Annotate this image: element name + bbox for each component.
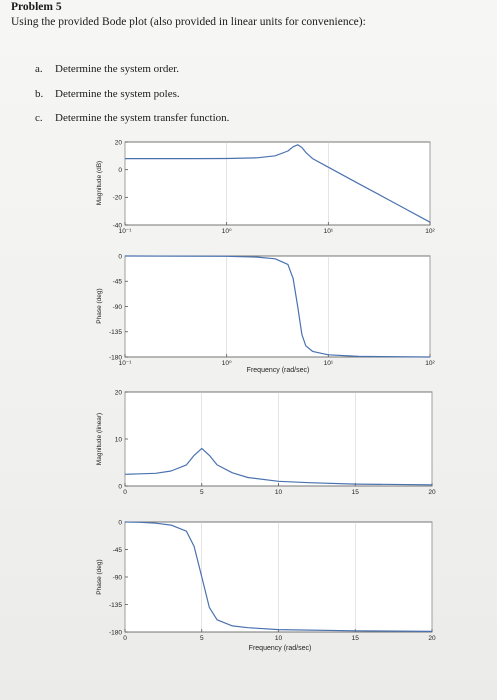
y-tick-label: 0 — [118, 253, 122, 260]
question-a-label: a. — [35, 63, 43, 75]
y-tick-label: -135 — [109, 602, 122, 609]
chart-3: 0 5 10 15 20 20 10 0 Magnitude (linear) — [96, 389, 436, 496]
y-tick-label: 0 — [118, 519, 122, 526]
y-tick-label: -135 — [109, 329, 122, 336]
x-tick-label: 10² — [425, 228, 435, 235]
y-axis-label: Magnitude (dB) — [96, 161, 103, 205]
y-tick-label: 20 — [115, 389, 123, 396]
question-c-text: Determine the system transfer function. — [55, 112, 230, 124]
y-tick-label: -40 — [113, 222, 123, 229]
y-tick-label: -20 — [113, 195, 123, 202]
x-tick-label: 0 — [123, 489, 127, 496]
problem-title: Problem 5 — [11, 1, 62, 13]
chart-1: 10⁻¹ 10⁰ 10¹ 10² 20 0 -20 -40 Magnitude (dB) — [96, 139, 436, 235]
series-line — [125, 144, 431, 223]
y-tick-label: -90 — [113, 574, 123, 581]
x-tick-label: 10¹ — [324, 360, 334, 367]
x-tick-label: 5 — [200, 489, 204, 496]
y-axis-label: Magnitude (linear) — [96, 413, 103, 465]
y-tick-label: -180 — [109, 629, 122, 636]
y-tick-label: 0 — [118, 167, 122, 174]
x-tick-label: 20 — [428, 489, 436, 496]
plot-area — [124, 255, 431, 358]
problem-intro: Using the provided Bode plot (also provi… — [11, 16, 366, 28]
x-tick-label: 10 — [275, 489, 283, 496]
chart-2: 10⁻¹ 10⁰ 10¹ 10² 0 -45 -90 -135 -180 Phase (deg) F… — [96, 253, 436, 374]
x-axis-label: Frequency (rad/sec) — [249, 645, 312, 652]
question-b-label: b. — [35, 88, 44, 100]
y-tick-label: -90 — [113, 304, 123, 311]
y-tick-label: 0 — [118, 483, 122, 490]
question-c: c. Determine the system transfer function… — [35, 112, 229, 124]
x-tick-label: 15 — [352, 635, 360, 642]
x-tick-label: 10 — [275, 635, 283, 642]
x-tick-label: 10⁻¹ — [119, 228, 133, 235]
y-tick-label: 10 — [115, 436, 123, 443]
question-a-text: Determine the system order. — [55, 63, 180, 75]
x-tick-label: 10² — [425, 360, 435, 367]
question-c-label: c. — [35, 112, 43, 124]
chart-4: 0 5 10 15 20 0 -45 -90 -135 -180 Phase (deg) Freque… — [96, 519, 436, 652]
question-b-text: Determine the system poles. — [55, 88, 180, 100]
question-b: b. Determine the system poles. — [35, 88, 180, 100]
x-tick-label: 15 — [352, 489, 360, 496]
y-axis-label: Phase (deg) — [96, 288, 103, 323]
y-tick-label: -45 — [113, 279, 123, 286]
y-tick-label: -180 — [109, 354, 122, 361]
x-tick-label: 5 — [200, 635, 204, 642]
series-line — [124, 447, 433, 486]
question-a: a. Determine the system order. — [35, 63, 179, 75]
x-tick-label: 0 — [123, 635, 127, 642]
x-tick-label: 10⁻¹ — [119, 360, 133, 367]
y-axis-label: Phase (deg) — [96, 559, 103, 594]
x-tick-label: 10¹ — [324, 228, 334, 235]
x-tick-label: 10⁰ — [222, 228, 232, 235]
y-tick-label: 20 — [115, 139, 123, 146]
y-tick-label: -45 — [113, 547, 123, 554]
x-axis-label: Frequency (rad/sec) — [247, 367, 310, 374]
series-line — [124, 255, 431, 358]
series-line — [124, 521, 433, 633]
x-tick-label: 10⁰ — [222, 360, 232, 367]
x-tick-label: 20 — [428, 635, 436, 642]
